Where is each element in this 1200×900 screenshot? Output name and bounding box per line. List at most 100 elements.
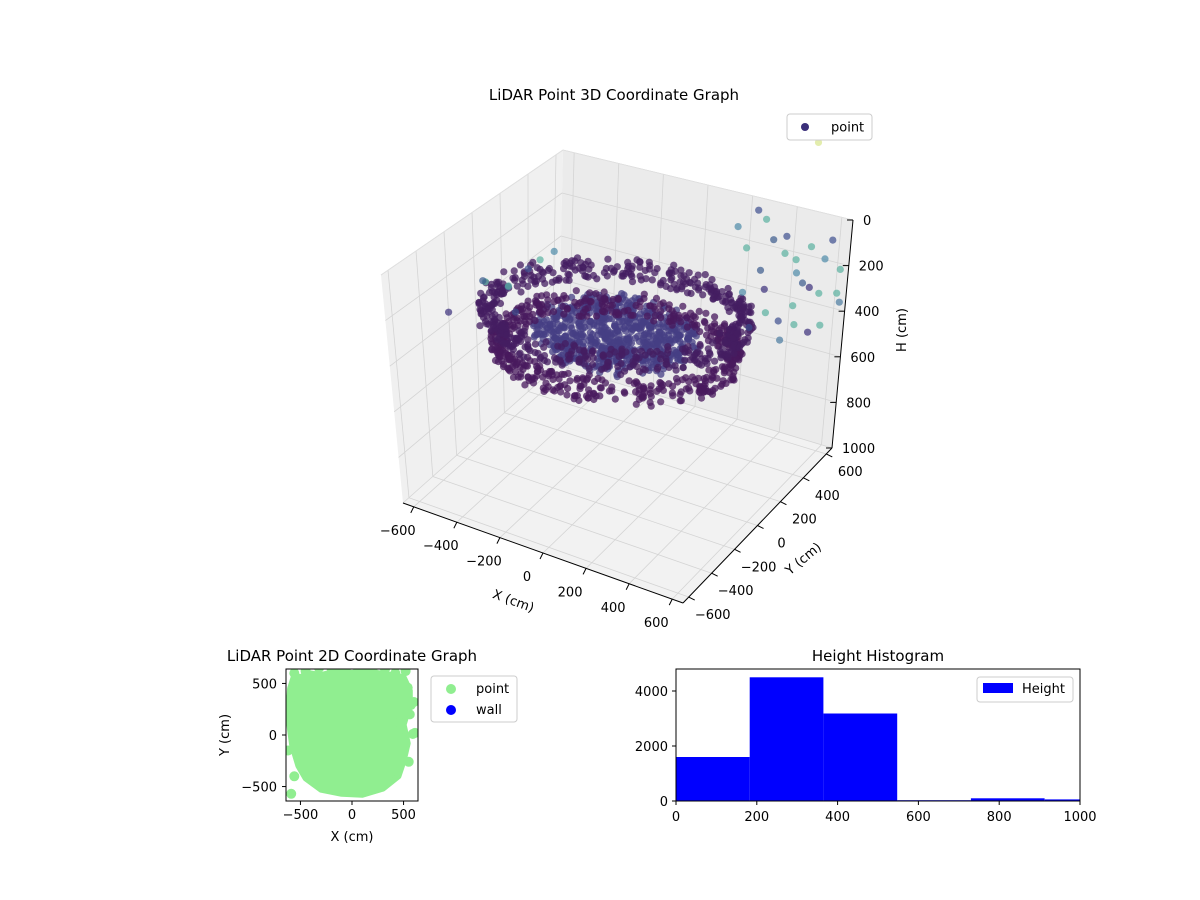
- point-3d: [476, 322, 484, 330]
- point-3d: [598, 331, 606, 339]
- point-3d: [585, 386, 593, 394]
- outlier-point-3d: [511, 308, 520, 316]
- point-3d: [657, 307, 665, 315]
- point-3d: [670, 310, 678, 318]
- point-3d: [604, 329, 612, 337]
- point-3d: [566, 377, 574, 385]
- outlier-point-3d: [836, 265, 844, 273]
- x-tick-3d: [625, 583, 630, 590]
- point-3d: [597, 365, 606, 374]
- point-3d: [707, 376, 715, 384]
- outlier-point-3d: [789, 302, 797, 310]
- point-3d: [511, 368, 519, 376]
- x-tick-label-hist: 800: [987, 810, 1012, 825]
- point-3d: [701, 319, 709, 327]
- point-3d: [543, 291, 551, 299]
- point-3d: [733, 330, 742, 338]
- point-3d: [687, 289, 695, 298]
- point-3d: [657, 279, 665, 287]
- point-3d: [670, 346, 678, 354]
- y-tick-3d: [803, 477, 810, 482]
- point-3d: [479, 294, 488, 302]
- point-3d: [723, 350, 731, 359]
- point-3d: [627, 270, 635, 278]
- point-3d: [589, 347, 597, 355]
- point-3d: [491, 315, 499, 324]
- pane-edge: [380, 149, 564, 276]
- chart-2d-ticks: −500 −500 0 0 500 500: [241, 677, 416, 823]
- point-3d: [557, 388, 565, 396]
- point-3d: [649, 350, 657, 358]
- point-3d: [531, 349, 539, 357]
- legend-3d: point: [786, 113, 873, 141]
- y-tick-label-3d: −200: [741, 560, 777, 575]
- point-3d: [575, 312, 583, 320]
- point-3d: [550, 325, 558, 333]
- y-tick-label-2d: −500: [241, 781, 277, 796]
- point-3d: [575, 358, 583, 366]
- point-3d: [503, 331, 511, 339]
- point-3d: [500, 360, 508, 368]
- point-3d: [702, 331, 711, 339]
- point-3d: [708, 390, 717, 398]
- point-3d: [556, 382, 564, 390]
- point-3d: [635, 368, 644, 376]
- outlier-point-3d: [756, 266, 765, 274]
- x-tick-3d: [410, 506, 415, 514]
- x-tick-label-2d: 500: [391, 808, 416, 823]
- outlier-point-3d: [763, 215, 771, 223]
- point-3d: [625, 377, 633, 385]
- y-tick-label-hist: 0: [660, 795, 668, 810]
- point-3d: [512, 337, 520, 345]
- point-3d: [531, 340, 540, 348]
- point-3d: [566, 355, 574, 363]
- x-tick-3d: [668, 598, 673, 606]
- point-3d: [628, 278, 637, 286]
- chart-3d-points: [445, 138, 844, 410]
- point-3d: [695, 307, 703, 315]
- point-3d: [636, 263, 644, 271]
- x-tick-3d: [453, 522, 458, 529]
- point-3d: [632, 400, 640, 408]
- point-3d: [519, 312, 528, 320]
- histogram-bar: [1044, 799, 1080, 801]
- point-3d: [711, 313, 719, 321]
- point-3d: [487, 327, 495, 335]
- grid-floor-y: [432, 476, 712, 574]
- outlier-point-3d: [776, 336, 784, 344]
- grid-left-z: [385, 192, 563, 321]
- point-3d: [696, 342, 704, 350]
- chart-3d-axes: −600−400−2000200400600−600−400−200020040…: [380, 214, 884, 631]
- y-tick-3d: [780, 501, 787, 506]
- outlier-point-3d: [807, 243, 816, 251]
- z-tick-label-3d: 600: [850, 351, 875, 366]
- chart-2d-title: LiDAR Point 2D Coordinate Graph: [227, 647, 477, 665]
- point-3d: [564, 270, 572, 278]
- point-3d: [607, 345, 615, 353]
- point-3d: [637, 324, 646, 332]
- point-3d: [665, 363, 673, 371]
- point-3d: [736, 297, 744, 305]
- legend-3d-point-marker: [801, 123, 809, 131]
- grid-back-z: [561, 192, 849, 266]
- point-2d: [402, 682, 413, 693]
- point-3d: [487, 284, 495, 292]
- point-3d: [564, 384, 572, 392]
- x-tick-label-hist: 0: [672, 810, 680, 825]
- point-3d: [619, 272, 628, 280]
- point-3d: [708, 276, 716, 284]
- point-2d: [400, 669, 411, 677]
- outlier-point-3d: [804, 328, 812, 336]
- point-3d: [509, 345, 517, 354]
- point-3d: [589, 271, 598, 280]
- grid-floor-y: [480, 433, 758, 526]
- point-3d: [573, 254, 582, 262]
- point-3d: [711, 357, 719, 365]
- point-3d: [494, 351, 502, 359]
- point-3d: [730, 350, 738, 358]
- legend-2d-point-label: point: [476, 682, 509, 697]
- point-3d: [512, 361, 520, 369]
- histogram-title: Height Histogram: [812, 647, 944, 665]
- z-tick-label-3d: 800: [846, 396, 871, 411]
- point-3d: [729, 360, 737, 368]
